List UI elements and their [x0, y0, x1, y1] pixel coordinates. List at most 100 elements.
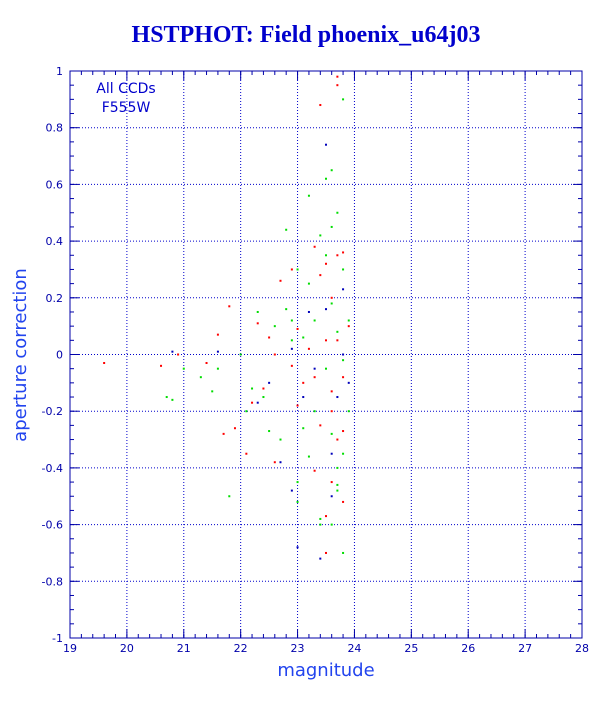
data-point-blue	[325, 308, 327, 311]
data-point-red	[342, 500, 345, 503]
data-point-blue	[279, 461, 282, 464]
data-point-red	[103, 362, 106, 365]
data-point-red	[296, 327, 299, 330]
data-point-green	[199, 376, 202, 379]
data-point-green	[302, 336, 305, 339]
data-point-red	[228, 305, 231, 308]
data-point-red	[342, 376, 345, 379]
data-point-green	[342, 359, 345, 362]
data-point-blue	[307, 310, 310, 313]
data-point-blue	[290, 489, 293, 492]
data-point-green	[307, 455, 310, 458]
data-point-blue	[330, 495, 333, 498]
data-point-blue	[302, 396, 305, 399]
data-point-green	[279, 438, 282, 441]
data-point-green	[228, 495, 231, 498]
data-point-green	[285, 308, 288, 311]
data-point-blue	[325, 143, 327, 146]
x-tick-label: 28	[575, 642, 589, 655]
data-point-blue	[216, 350, 219, 353]
data-points	[103, 75, 350, 560]
data-point-blue	[171, 350, 174, 353]
data-point-red	[336, 75, 339, 78]
data-point-red	[330, 296, 333, 299]
data-point-red	[245, 452, 248, 455]
annotation-filter: F555W	[102, 100, 151, 116]
data-point-red	[336, 339, 339, 342]
y-tick-labels: 1 0.8 0.6 0.4 0.2 0 -0.2 -0.4 -0.6 -0.8 -1	[42, 65, 63, 645]
data-point-green	[336, 330, 339, 333]
data-point-green	[319, 523, 322, 526]
data-point-green	[296, 268, 299, 271]
y-tick-label: -0.6	[42, 519, 63, 532]
data-point-green	[330, 432, 333, 435]
data-point-red	[290, 364, 293, 367]
data-point-red	[325, 339, 327, 342]
x-tick-label: 26	[461, 642, 475, 655]
y-tick-label: 0.8	[46, 122, 64, 135]
data-point-red	[330, 410, 333, 413]
data-point-blue	[319, 557, 322, 560]
data-point-green	[290, 319, 293, 322]
data-point-green	[330, 523, 333, 526]
x-tick-label: 22	[234, 642, 248, 655]
data-point-green	[216, 367, 219, 370]
data-point-green	[336, 211, 339, 214]
data-point-green	[245, 410, 248, 413]
y-tick-label: -0.4	[42, 462, 63, 475]
data-point-blue	[342, 288, 345, 291]
x-tick-label: 24	[347, 642, 361, 655]
data-point-blue	[342, 353, 345, 356]
data-point-green	[290, 339, 293, 342]
data-point-green	[239, 353, 242, 356]
data-point-green	[325, 367, 327, 370]
data-point-green	[182, 367, 185, 370]
data-point-green	[330, 169, 333, 172]
data-point-green	[262, 396, 265, 399]
data-point-green	[336, 489, 339, 492]
data-point-red	[222, 432, 225, 435]
y-axis-label: aperture correction	[10, 268, 31, 442]
y-tick-label: -1	[52, 632, 63, 645]
data-point-red	[336, 254, 339, 257]
y-tick-label: 1	[56, 65, 63, 78]
x-tick-label: 25	[404, 642, 418, 655]
data-point-green	[336, 466, 339, 469]
y-tick-label: -0.2	[42, 405, 63, 418]
data-point-red	[251, 401, 254, 404]
data-point-red	[273, 461, 276, 464]
y-tick-label: 0.2	[46, 292, 64, 305]
data-point-red	[330, 390, 333, 393]
chart-title: HSTPHOT: Field phoenix_u64j03	[131, 22, 481, 48]
data-point-green	[342, 551, 345, 554]
data-point-red	[319, 424, 322, 427]
data-point-green	[251, 387, 254, 390]
x-tick-label: 21	[177, 642, 191, 655]
x-tick-label: 19	[63, 642, 77, 655]
data-point-red	[313, 376, 316, 379]
data-point-green	[347, 410, 350, 413]
data-point-red	[325, 515, 327, 518]
data-point-green	[307, 194, 310, 197]
data-point-red	[205, 362, 208, 365]
data-point-red	[302, 381, 305, 384]
data-point-green	[325, 254, 327, 257]
data-point-red	[177, 353, 180, 356]
data-point-green	[296, 500, 299, 503]
data-point-blue	[330, 452, 333, 455]
y-tick-label: 0.6	[46, 178, 64, 191]
data-point-green	[285, 228, 288, 231]
data-point-green	[325, 177, 327, 180]
data-point-red	[342, 430, 345, 433]
data-point-red	[319, 104, 322, 107]
data-point-red	[273, 353, 276, 356]
x-axis-label: magnitude	[277, 660, 374, 681]
data-point-green	[302, 427, 305, 430]
data-point-green	[268, 430, 271, 433]
axis-ticks	[69, 70, 583, 639]
data-point-red	[313, 469, 316, 472]
data-point-red	[279, 279, 282, 282]
data-point-blue	[347, 381, 350, 384]
x-tick-label: 23	[291, 642, 305, 655]
data-point-green	[330, 302, 333, 305]
